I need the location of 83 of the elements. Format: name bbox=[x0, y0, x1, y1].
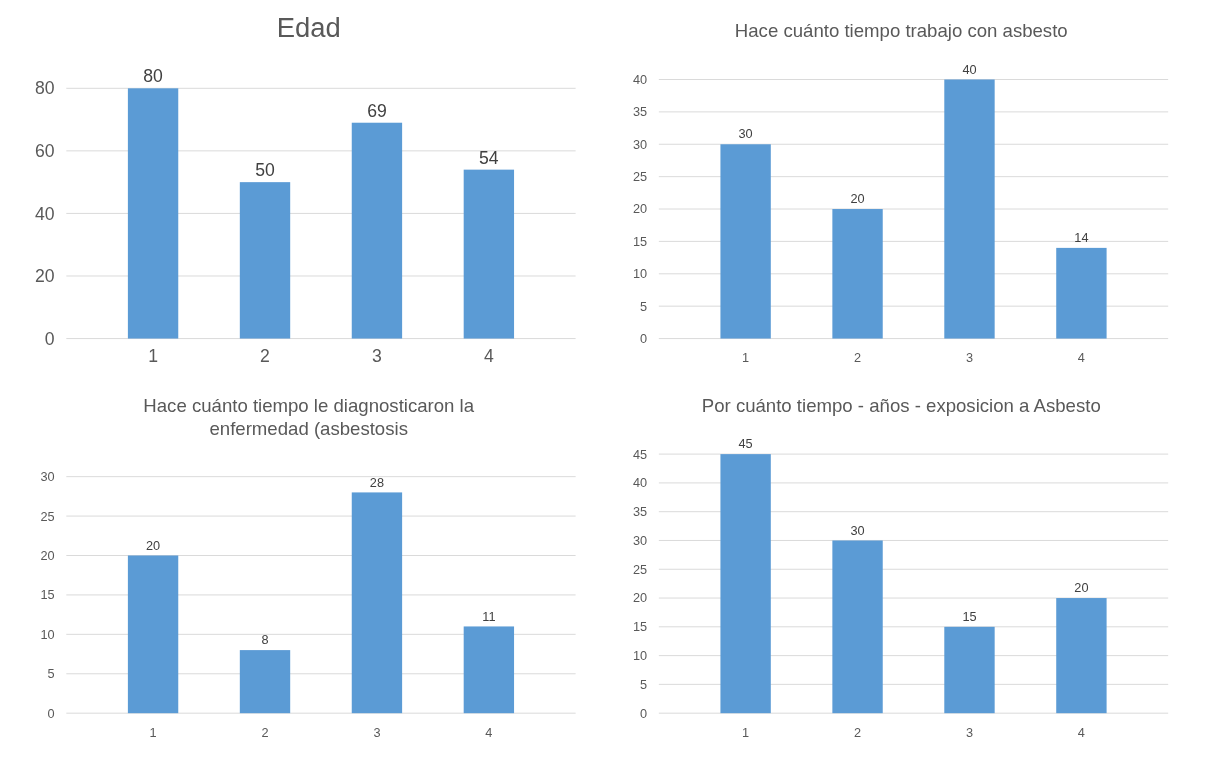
y-tick-label: 15 bbox=[632, 233, 648, 249]
bar bbox=[239, 650, 291, 714]
data-label: 20 bbox=[850, 191, 865, 207]
x-tick-label: 2 bbox=[261, 724, 269, 740]
y-tick-label: 60 bbox=[34, 141, 55, 162]
x-tick-label: 4 bbox=[485, 724, 493, 740]
x-tick-label: 4 bbox=[1077, 724, 1085, 740]
y-tick-label: 40 bbox=[632, 475, 648, 491]
bar bbox=[127, 555, 179, 714]
bar bbox=[720, 144, 771, 339]
data-label: 30 bbox=[738, 126, 753, 142]
y-tick-label: 0 bbox=[640, 331, 648, 347]
y-tick-label: 20 bbox=[632, 201, 648, 217]
x-tick-label: 2 bbox=[260, 346, 270, 367]
chart-title: Hace cuánto tiempo trabajo con asbesto bbox=[734, 20, 1068, 42]
y-tick-label: 5 bbox=[47, 666, 55, 682]
data-label: 30 bbox=[850, 522, 865, 538]
y-tick-label: 25 bbox=[40, 508, 55, 524]
x-tick-label: 3 bbox=[965, 350, 974, 366]
data-label: 54 bbox=[479, 147, 499, 168]
y-tick-label: 80 bbox=[34, 78, 55, 99]
y-tick-label: 10 bbox=[632, 266, 648, 282]
bar bbox=[463, 626, 515, 714]
y-tick-label: 0 bbox=[44, 328, 55, 349]
y-tick-label: 5 bbox=[640, 298, 648, 314]
bar bbox=[1056, 247, 1107, 339]
x-tick-label: 3 bbox=[965, 724, 974, 740]
x-tick-label: 2 bbox=[854, 724, 862, 740]
data-label: 40 bbox=[962, 61, 977, 77]
chart-title: Edad bbox=[276, 12, 341, 44]
chart-title: Por cuánto tiempo - años - exposicion a Asbesto bbox=[701, 395, 1101, 417]
x-tick-label: 1 bbox=[742, 724, 750, 740]
y-tick-label: 0 bbox=[640, 705, 648, 721]
chart-title: Hace cuánto tiempo le diagnosticaron la enfermedad (asbestosis bbox=[143, 395, 475, 439]
bar bbox=[832, 540, 883, 714]
x-tick-label: 3 bbox=[373, 724, 381, 740]
x-tick-label: 3 bbox=[372, 346, 383, 367]
data-label: 11 bbox=[482, 608, 496, 624]
bar bbox=[127, 88, 179, 339]
y-tick-label: 15 bbox=[40, 587, 55, 603]
x-tick-label: 4 bbox=[1077, 350, 1085, 366]
data-label: 28 bbox=[369, 474, 385, 490]
y-tick-label: 30 bbox=[632, 136, 648, 152]
y-tick-label: 45 bbox=[632, 446, 648, 462]
x-tick-label: 2 bbox=[854, 350, 862, 366]
x-tick-label: 4 bbox=[483, 346, 494, 367]
data-label: 20 bbox=[146, 537, 161, 553]
y-tick-label: 15 bbox=[632, 619, 648, 635]
y-tick-label: 35 bbox=[632, 104, 648, 120]
data-label: 50 bbox=[255, 160, 275, 181]
y-tick-label: 20 bbox=[40, 547, 55, 563]
y-tick-label: 25 bbox=[632, 561, 648, 577]
data-label: 69 bbox=[367, 100, 387, 121]
bar bbox=[463, 169, 515, 339]
bar bbox=[351, 492, 403, 714]
y-tick-label: 30 bbox=[632, 532, 648, 548]
data-label: 80 bbox=[143, 66, 164, 87]
bar bbox=[944, 626, 995, 714]
y-tick-label: 35 bbox=[632, 504, 648, 520]
data-label: 8 bbox=[261, 632, 269, 648]
y-tick-label: 5 bbox=[640, 676, 648, 692]
y-tick-label: 40 bbox=[632, 71, 648, 87]
bar bbox=[351, 122, 403, 339]
x-tick-label: 1 bbox=[148, 346, 158, 367]
data-label: 15 bbox=[962, 608, 977, 624]
bar bbox=[239, 182, 291, 339]
y-tick-label: 0 bbox=[47, 705, 55, 721]
y-tick-label: 30 bbox=[40, 469, 55, 485]
y-tick-label: 40 bbox=[34, 203, 55, 224]
data-label: 14 bbox=[1074, 230, 1089, 246]
y-tick-label: 20 bbox=[34, 266, 55, 287]
y-tick-label: 25 bbox=[632, 169, 648, 185]
y-tick-label: 10 bbox=[40, 626, 55, 642]
bar bbox=[720, 454, 771, 714]
x-tick-label: 1 bbox=[742, 350, 750, 366]
bar bbox=[832, 209, 883, 339]
x-tick-label: 1 bbox=[149, 724, 157, 740]
y-tick-label: 20 bbox=[632, 590, 648, 606]
data-label: 45 bbox=[738, 436, 753, 452]
bar bbox=[944, 79, 995, 339]
bar bbox=[1056, 598, 1107, 714]
data-label: 20 bbox=[1074, 580, 1089, 596]
y-tick-label: 10 bbox=[632, 648, 648, 664]
